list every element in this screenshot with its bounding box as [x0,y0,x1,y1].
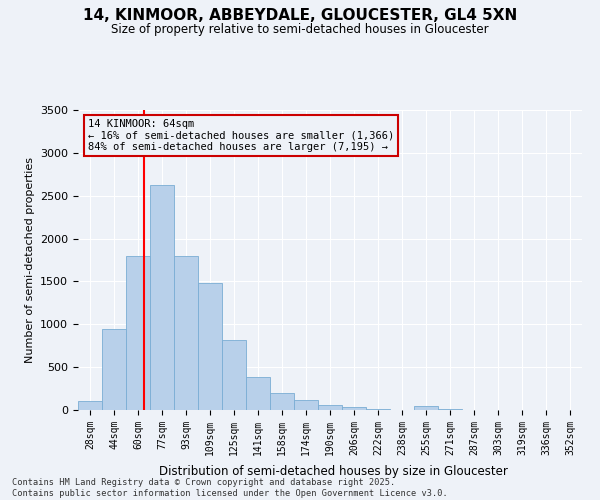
Bar [126,256,150,410]
Bar [438,409,462,410]
Bar [150,184,174,410]
Text: Size of property relative to semi-detached houses in Gloucester: Size of property relative to semi-detach… [111,22,489,36]
Bar [246,376,270,410]
Bar [78,402,102,410]
Bar [414,406,438,410]
Bar [318,405,342,410]
Text: 14 KINMOOR: 64sqm
← 16% of semi-detached houses are smaller (1,366)
84% of semi-: 14 KINMOOR: 64sqm ← 16% of semi-detached… [88,119,394,152]
Bar [270,393,294,410]
Bar [366,409,390,410]
Bar [222,340,246,410]
Text: Distribution of semi-detached houses by size in Gloucester: Distribution of semi-detached houses by … [158,464,508,477]
Y-axis label: Number of semi-detached properties: Number of semi-detached properties [25,157,35,363]
Bar [174,256,198,410]
Bar [102,328,126,410]
Bar [342,408,366,410]
Bar [294,400,318,410]
Text: Contains HM Land Registry data © Crown copyright and database right 2025.
Contai: Contains HM Land Registry data © Crown c… [12,478,448,498]
Bar [198,283,222,410]
Text: 14, KINMOOR, ABBEYDALE, GLOUCESTER, GL4 5XN: 14, KINMOOR, ABBEYDALE, GLOUCESTER, GL4 … [83,8,517,22]
